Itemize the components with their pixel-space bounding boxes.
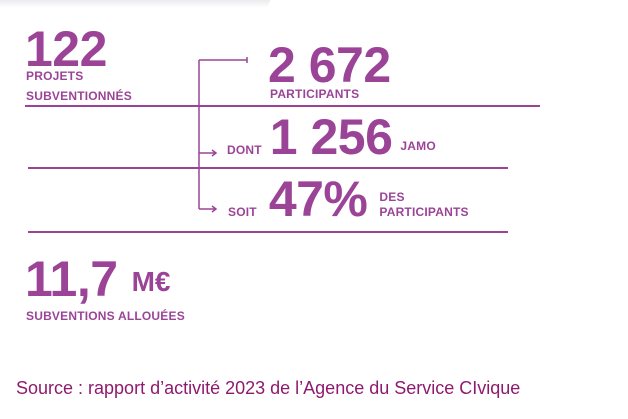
jamo-prefix: DONT — [227, 143, 262, 157]
projects-label-1: PROJETS — [26, 69, 84, 83]
share-suffix-1: DES — [379, 190, 405, 204]
participants-value: 2 672 — [268, 37, 391, 93]
connector-arrows-icon — [198, 57, 248, 213]
divider-1 — [25, 105, 540, 107]
participants-label: PARTICIPANTS — [270, 87, 360, 101]
top-shadow — [0, 0, 270, 8]
funding-label: SUBVENTIONS ALLOUÉES — [26, 309, 185, 323]
projects-label-2: SUBVENTIONNÉS — [26, 89, 132, 103]
share-row: SOIT 47% DES PARTICIPANTS — [228, 174, 469, 224]
divider-2 — [28, 167, 508, 169]
share-suffix-2: PARTICIPANTS — [379, 205, 469, 219]
funding-unit: M€ — [131, 266, 171, 297]
jamo-row: DONT 1 256 JAMO — [227, 112, 436, 162]
jamo-suffix: JAMO — [400, 139, 436, 153]
divider-3 — [28, 231, 508, 233]
projects-value: 122 — [25, 21, 107, 77]
funding-value: 11,7 — [25, 251, 118, 307]
share-value: 47% — [268, 171, 368, 227]
source-note: Source : rapport d’activité 2023 de l’Ag… — [16, 378, 521, 398]
share-suffix: DES PARTICIPANTS — [379, 190, 468, 224]
jamo-value: 1 256 — [269, 109, 393, 165]
funding-row: 11,7 M€ — [25, 254, 170, 304]
share-prefix: SOIT — [228, 205, 257, 219]
